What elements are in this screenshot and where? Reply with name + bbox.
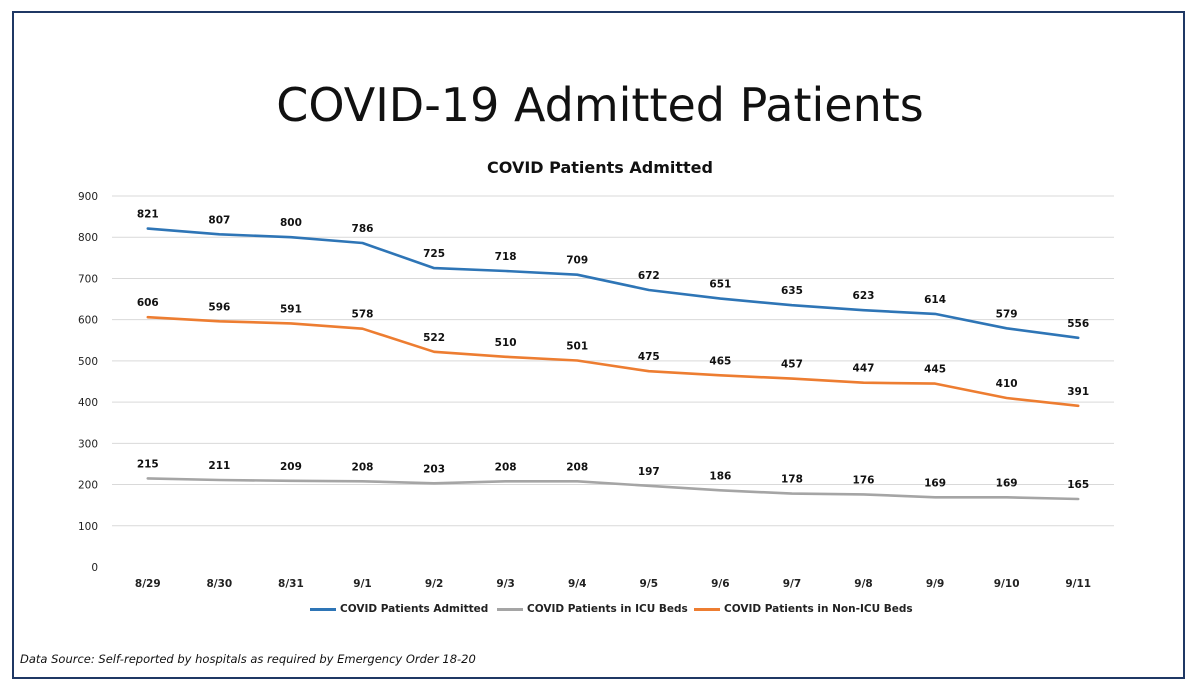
data-label-icu-4: 203 bbox=[423, 463, 445, 475]
data-label-non-icu-3: 578 bbox=[352, 309, 374, 321]
data-source-note: Data Source: Self-reported by hospitals … bbox=[20, 652, 476, 666]
data-label-admitted-12: 579 bbox=[996, 308, 1018, 320]
data-label-icu-2: 209 bbox=[280, 461, 302, 473]
data-label-icu-7: 197 bbox=[638, 466, 660, 478]
x-tick-label-9-3: 9/3 bbox=[496, 578, 514, 590]
x-tick-label-9-8: 9/8 bbox=[854, 578, 872, 590]
y-tick-label-600: 600 bbox=[78, 315, 98, 327]
data-label-admitted-9: 635 bbox=[781, 285, 803, 297]
data-label-non-icu-8: 465 bbox=[709, 355, 731, 367]
data-label-non-icu-11: 445 bbox=[924, 364, 946, 376]
data-label-admitted-11: 614 bbox=[924, 294, 946, 306]
x-tick-label-9-11: 9/11 bbox=[1065, 578, 1091, 590]
legend-swatch-admitted bbox=[310, 607, 336, 611]
y-tick-label-400: 400 bbox=[78, 397, 98, 409]
data-label-admitted-3: 786 bbox=[352, 223, 374, 235]
data-label-admitted-6: 709 bbox=[566, 255, 588, 267]
legend-label-non-icu: COVID Patients in Non-ICU Beds bbox=[724, 603, 913, 615]
data-label-admitted-1: 807 bbox=[208, 214, 230, 226]
x-tick-label-8-31: 8/31 bbox=[278, 578, 304, 590]
y-tick-label-200: 200 bbox=[78, 480, 98, 492]
data-label-icu-8: 186 bbox=[709, 470, 731, 482]
x-tick-label-9-6: 9/6 bbox=[711, 578, 729, 590]
y-tick-label-800: 800 bbox=[78, 232, 98, 244]
data-label-icu-1: 211 bbox=[208, 460, 230, 472]
chart-legend: COVID Patients Admitted COVID Patients i… bbox=[0, 600, 1200, 618]
x-tick-label-9-10: 9/10 bbox=[994, 578, 1020, 590]
data-label-icu-5: 208 bbox=[495, 461, 517, 473]
legend-label-admitted: COVID Patients Admitted bbox=[340, 603, 489, 615]
data-label-non-icu-10: 447 bbox=[853, 363, 875, 375]
legend-item-icu: COVID Patients in ICU Beds bbox=[497, 600, 688, 618]
x-tick-label-9-5: 9/5 bbox=[640, 578, 658, 590]
data-label-non-icu-13: 391 bbox=[1067, 386, 1089, 398]
data-label-non-icu-4: 522 bbox=[423, 332, 445, 344]
data-label-icu-6: 208 bbox=[566, 461, 588, 473]
x-tick-label-8-29: 8/29 bbox=[135, 578, 161, 590]
y-tick-label-300: 300 bbox=[78, 438, 98, 450]
data-label-icu-0: 215 bbox=[137, 458, 159, 470]
slide-frame bbox=[12, 11, 1185, 679]
data-label-non-icu-9: 457 bbox=[781, 359, 803, 371]
legend-label-icu: COVID Patients in ICU Beds bbox=[527, 603, 688, 615]
data-label-icu-10: 176 bbox=[853, 474, 875, 486]
data-label-non-icu-7: 475 bbox=[638, 351, 660, 363]
legend-swatch-icu bbox=[497, 607, 523, 611]
data-label-non-icu-1: 596 bbox=[208, 301, 230, 313]
data-label-non-icu-6: 501 bbox=[566, 340, 588, 352]
x-tick-label-9-2: 9/2 bbox=[425, 578, 443, 590]
data-label-icu-12: 169 bbox=[996, 477, 1018, 489]
y-tick-label-500: 500 bbox=[78, 356, 98, 368]
chart-title: COVID Patients Admitted bbox=[487, 158, 713, 177]
data-label-admitted-5: 718 bbox=[495, 251, 517, 263]
y-tick-label-100: 100 bbox=[78, 521, 98, 533]
legend-item-admitted: COVID Patients Admitted bbox=[310, 600, 488, 618]
data-label-admitted-8: 651 bbox=[709, 279, 731, 291]
data-label-non-icu-0: 606 bbox=[137, 297, 159, 309]
x-tick-label-9-7: 9/7 bbox=[783, 578, 801, 590]
data-label-non-icu-5: 510 bbox=[495, 337, 517, 349]
x-tick-label-8-30: 8/30 bbox=[206, 578, 232, 590]
y-tick-label-900: 900 bbox=[78, 191, 98, 203]
series-line-icu bbox=[146, 477, 1080, 501]
data-label-icu-3: 208 bbox=[352, 461, 374, 473]
x-tick-label-9-9: 9/9 bbox=[926, 578, 944, 590]
data-label-admitted-13: 556 bbox=[1067, 318, 1089, 330]
data-label-admitted-4: 725 bbox=[423, 248, 445, 260]
y-tick-label-700: 700 bbox=[78, 273, 98, 285]
series-line-non-icu bbox=[146, 315, 1080, 408]
x-tick-label-9-4: 9/4 bbox=[568, 578, 586, 590]
data-label-icu-13: 165 bbox=[1067, 479, 1089, 491]
legend-swatch-non-icu bbox=[694, 607, 720, 611]
data-label-non-icu-2: 591 bbox=[280, 303, 302, 315]
data-label-admitted-10: 623 bbox=[853, 290, 875, 302]
data-label-non-icu-12: 410 bbox=[996, 378, 1018, 390]
data-label-icu-11: 169 bbox=[924, 477, 946, 489]
data-label-admitted-0: 821 bbox=[137, 209, 159, 221]
data-label-admitted-7: 672 bbox=[638, 270, 660, 282]
slide-title: COVID-19 Admitted Patients bbox=[276, 78, 924, 132]
x-tick-label-9-1: 9/1 bbox=[353, 578, 371, 590]
data-label-icu-9: 178 bbox=[781, 474, 803, 486]
y-tick-label-0: 0 bbox=[91, 562, 98, 574]
data-label-admitted-2: 800 bbox=[280, 217, 302, 229]
series-line-admitted bbox=[146, 227, 1080, 340]
legend-item-non-icu: COVID Patients in Non-ICU Beds bbox=[694, 600, 913, 618]
